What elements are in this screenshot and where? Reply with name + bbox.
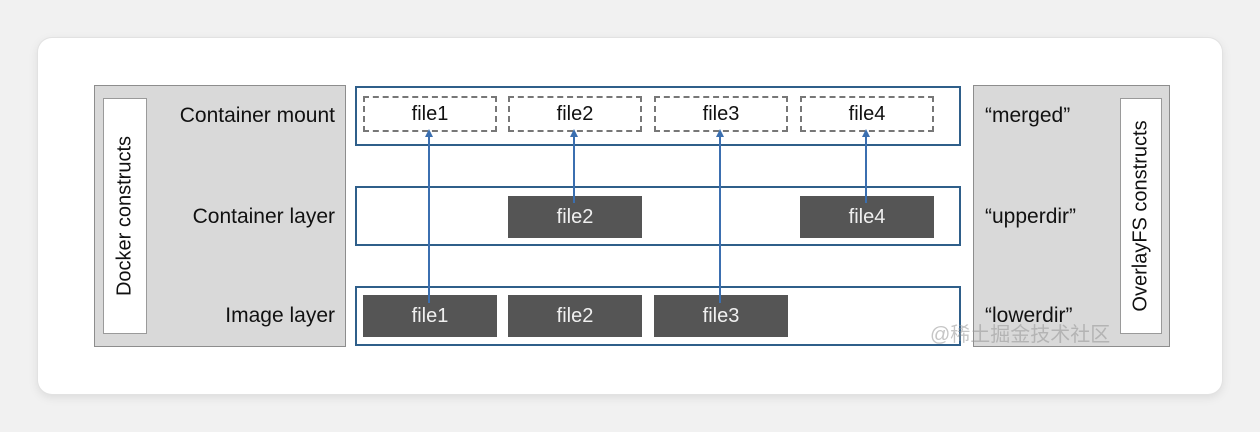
image-layer-label: Image layer	[225, 304, 335, 327]
watermark: @稀土掘金技术社区	[930, 324, 1111, 346]
container-layer: file2 file4	[355, 186, 961, 246]
lower-file: file2	[508, 295, 642, 337]
overlayfs-constructs-box: OverlayFS constructs	[1120, 98, 1162, 334]
upperdir-label: “upperdir”	[985, 205, 1077, 228]
docker-constructs-box: Docker constructs	[103, 98, 147, 334]
image-layer: file1 file2 file3	[355, 286, 961, 346]
lowerdir-label: “lowerdir”	[985, 304, 1073, 327]
merged-label: “merged”	[985, 104, 1071, 127]
container-mount-label: Container mount	[179, 104, 335, 127]
merged-file: file1	[363, 96, 497, 132]
container-layer-label: Container layer	[192, 205, 335, 228]
